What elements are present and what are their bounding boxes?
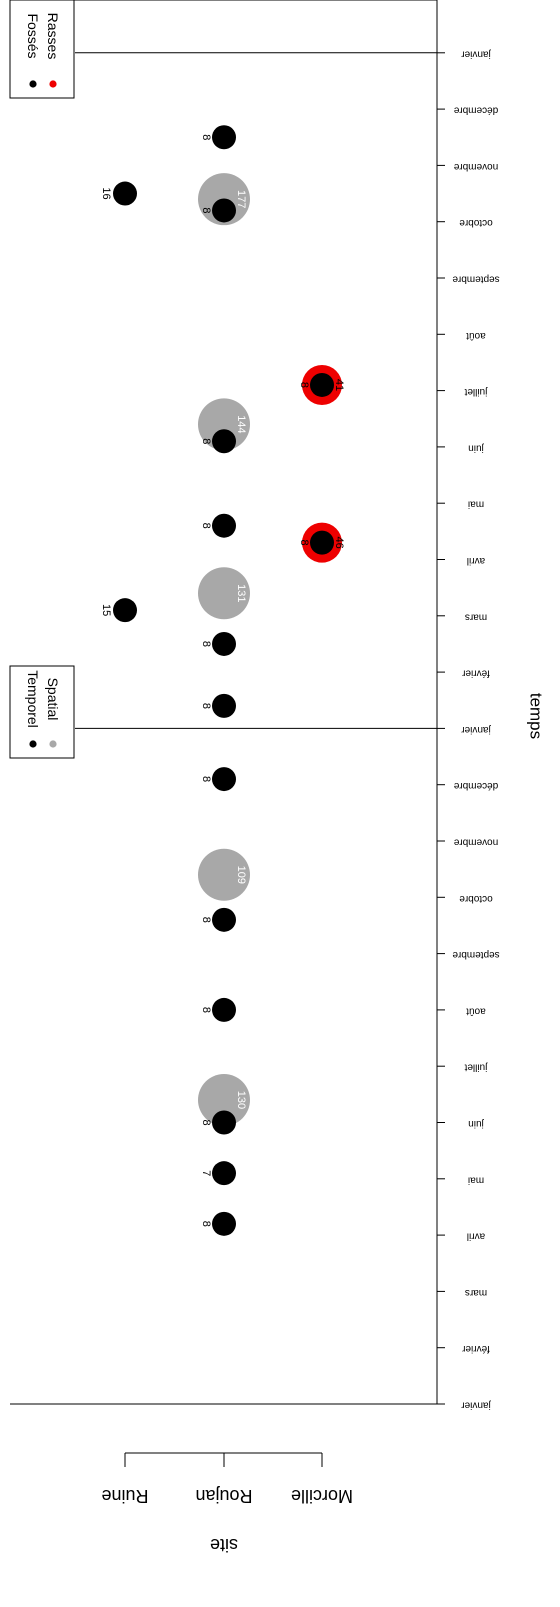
time-axis-title: temps (527, 693, 546, 739)
temporel-count-label: 8 (200, 776, 212, 782)
legend-marker (29, 80, 37, 88)
point-temporel (212, 1211, 236, 1236)
time-tick-label: janvier (461, 724, 492, 735)
temporel-count-label: 8 (200, 134, 212, 140)
point-temporel (212, 693, 236, 718)
temporel-count-label: 8 (200, 1007, 212, 1013)
time-tick-label: septembre (452, 949, 500, 960)
spatial-count-label: 177 (235, 190, 247, 208)
temporel-count-label: 15 (100, 604, 112, 616)
point-temporel (212, 997, 236, 1022)
time-tick-label: janvier (461, 1400, 492, 1411)
time-tick-label: juillet (464, 1062, 488, 1073)
temporel-count-label: 8 (200, 1221, 212, 1227)
point-temporel (212, 513, 236, 538)
time-tick-label: août (466, 1005, 486, 1016)
rasses-count-label: 46 (333, 536, 345, 548)
time-tick-label: mai (468, 1174, 484, 1185)
time-tick-label: février (461, 668, 489, 679)
point-spatial (198, 398, 250, 451)
site-tick-label: Ruine (101, 1486, 148, 1506)
spatial-count-label: 130 (235, 1091, 247, 1109)
plot-area: 130 109 131 144 177 46 41 8 7 8 8 8 8 8 8 8 8 8 8 15 16 8 8 (100, 125, 345, 1236)
temporel-count-label: 16 (100, 187, 112, 199)
time-tick-label: mai (468, 499, 484, 510)
temporel-count-label: 8 (200, 641, 212, 647)
point-temporel (212, 631, 236, 656)
temporel-count-label: 8 (200, 207, 212, 213)
time-tick-label: août (466, 330, 486, 341)
time-tick-label: janvier (461, 48, 492, 59)
legend-box (9, 0, 75, 99)
time-tick-label: octobre (459, 217, 493, 228)
point-temporel (310, 372, 334, 397)
temporel-count-label: 8 (298, 540, 310, 546)
time-tick-label: décembre (453, 105, 498, 116)
time-tick-label: avril (467, 1231, 485, 1242)
axes: janvier février mars avril mai juin juillet aoû… (10, 0, 546, 1555)
legend-label: Spatial (45, 678, 61, 721)
point-temporel (212, 907, 236, 932)
spatial-count-label: 144 (235, 415, 247, 433)
legend-label: Fossés (25, 13, 41, 58)
time-tick-label: avril (467, 555, 485, 566)
point-temporel (212, 198, 236, 223)
legend-box (9, 665, 75, 759)
point-temporel (212, 1161, 236, 1186)
point-temporel (212, 1110, 236, 1135)
legend-marker (49, 740, 57, 748)
time-tick-label: mars (465, 1287, 487, 1298)
site-axis-title: site (210, 1535, 238, 1555)
time-tick-label: novembre (453, 161, 498, 172)
point-spatial (198, 848, 250, 901)
temporel-count-label: 8 (200, 1119, 212, 1125)
temporel-count-label: 8 (200, 438, 212, 444)
rasses-count-label: 41 (333, 379, 345, 391)
point-temporel (113, 181, 137, 206)
spatial-count-label: 109 (235, 866, 247, 884)
time-tick-label: juillet (464, 386, 488, 397)
temporel-count-label: 7 (200, 1170, 212, 1176)
point-temporel (310, 530, 334, 555)
point-temporel (212, 429, 236, 454)
temporel-count-label: 8 (200, 703, 212, 709)
site-tick-label: Morcille (291, 1486, 353, 1506)
point-temporel (113, 598, 137, 623)
temporel-count-label: 8 (298, 382, 310, 388)
legend-label: Temporel (25, 670, 41, 728)
point-spatial (198, 567, 250, 620)
time-tick-label: décembre (453, 780, 498, 791)
spatial-count-label: 131 (235, 584, 247, 602)
time-tick-label: novembre (453, 837, 498, 848)
legend: Fossés Rasses (9, 0, 75, 99)
point-temporel (212, 767, 236, 792)
time-tick-label: février (461, 1343, 489, 1354)
time-tick-label: juin (468, 1118, 485, 1129)
time-tick-label: septembre (452, 274, 500, 285)
point-spatial (198, 1073, 250, 1126)
time-tick-label: juin (468, 442, 485, 453)
site-tick-label: Roujan (195, 1486, 252, 1506)
legend-marker (49, 80, 57, 88)
temporel-count-label: 8 (200, 917, 212, 923)
time-tick-label: octobre (459, 893, 493, 904)
legend: Temporel Spatial (9, 665, 75, 759)
legend-marker (29, 740, 37, 748)
legends: Temporel Spatial Fossés Rasses (9, 0, 75, 759)
temporel-count-label: 8 (200, 523, 212, 529)
point-temporel (212, 125, 236, 150)
legend-label: Rasses (45, 13, 61, 60)
time-tick-label: mars (465, 611, 487, 622)
